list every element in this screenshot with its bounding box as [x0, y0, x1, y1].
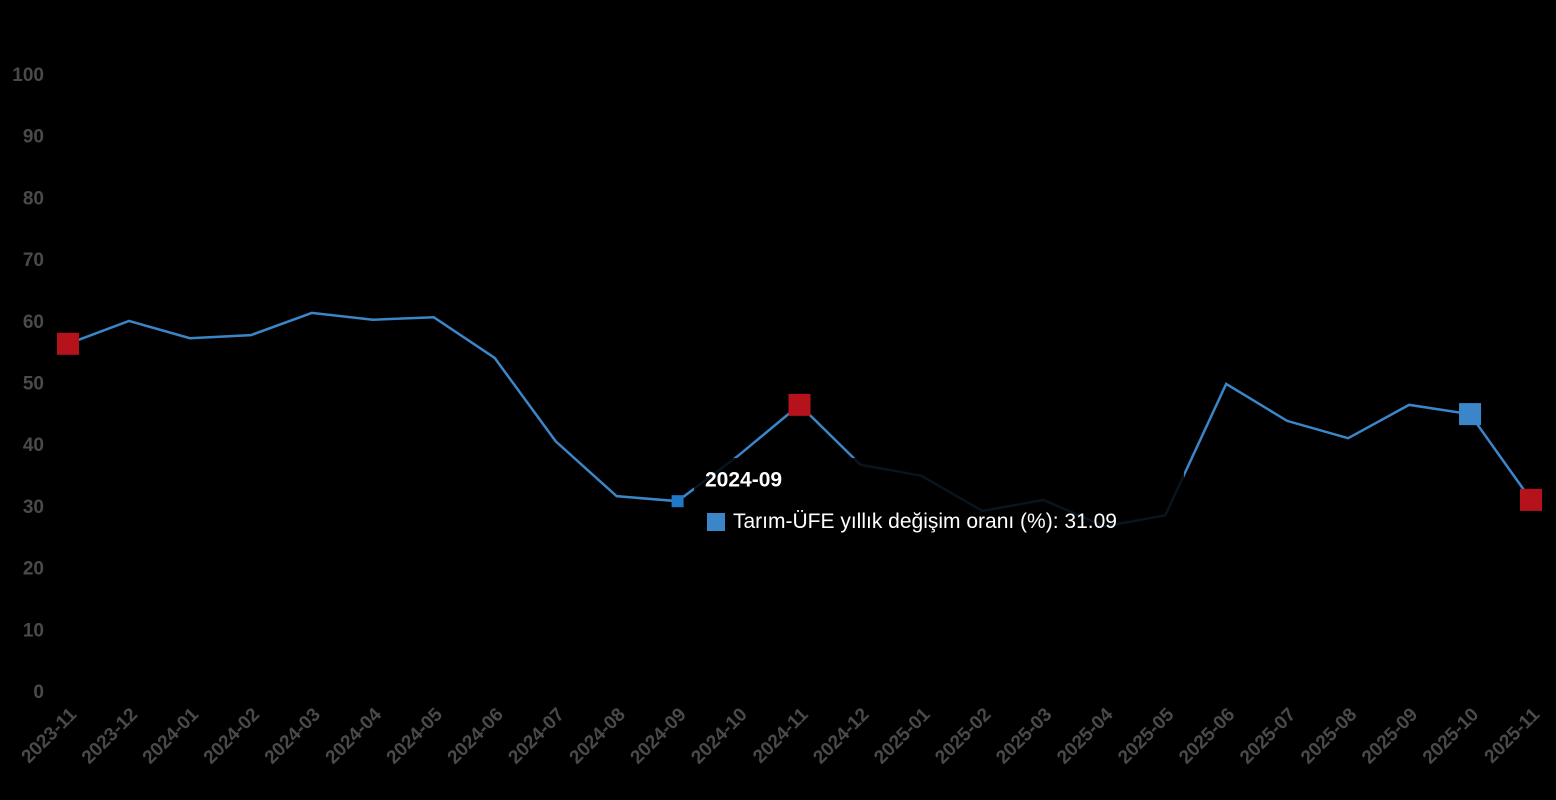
x-tick-label: 2024-04: [322, 704, 386, 768]
y-tick-label: 50: [23, 374, 44, 395]
x-tick-label: 2024-03: [261, 704, 325, 768]
tooltip: 2024-09 Tarım-ÜFE yıllık değişim oranı (%…: [694, 458, 1184, 544]
x-tick-label: 2025-05: [1114, 704, 1178, 768]
x-tick-label: 2024-01: [139, 704, 203, 768]
tooltip-text: Tarım-ÜFE yıllık değişim oranı (%): 31.0…: [733, 510, 1117, 533]
y-tick-label: 90: [23, 127, 44, 148]
x-tick-label: 2024-02: [200, 704, 264, 768]
x-tick-label: 2025-07: [1236, 704, 1300, 768]
tooltip-swatch: [707, 513, 725, 531]
highlight-marker: [57, 332, 79, 355]
hover-marker: [671, 495, 684, 508]
x-tick-label: 2024-08: [566, 704, 630, 768]
y-tick-label: 10: [23, 620, 44, 641]
y-tick-label: 100: [12, 65, 44, 86]
tooltip-bg: [694, 458, 1184, 544]
highlight-marker: [1520, 488, 1542, 511]
x-tick-label: 2025-06: [1175, 704, 1239, 768]
tooltip-separator: :: [1053, 510, 1065, 533]
x-tick-label: 2024-06: [444, 704, 508, 768]
y-tick-label: 60: [23, 312, 44, 333]
x-tick-label: 2023-11: [18, 704, 82, 768]
x-tick-label: 2025-09: [1358, 704, 1422, 768]
x-tick-label: 2023-12: [78, 704, 142, 768]
x-tick-label: 2025-01: [870, 704, 934, 768]
y-tick-label: 80: [23, 188, 44, 209]
x-tick-label: 2025-10: [1419, 704, 1483, 768]
y-tick-label: 70: [23, 250, 44, 271]
tooltip-series-name: Tarım-ÜFE yıllık değişim oranı (%): [733, 510, 1053, 533]
tooltip-title: 2024-09: [705, 469, 782, 492]
x-tick-label: 2025-04: [1053, 704, 1117, 768]
highlight-marker: [788, 393, 811, 416]
y-tick-label: 40: [23, 435, 44, 456]
y-tick-label: 0: [33, 682, 44, 703]
tooltip-value: 31.09: [1064, 510, 1117, 533]
x-tick-label: 2024-12: [809, 704, 873, 768]
y-tick-label: 30: [23, 497, 44, 518]
x-tick-label: 2024-09: [627, 704, 691, 768]
x-tick-label: 2025-11: [1481, 704, 1545, 768]
x-tick-label: 2024-10: [687, 704, 751, 768]
highlight-marker: [1459, 403, 1482, 426]
x-tick-label: 2024-05: [383, 704, 447, 768]
x-tick-label: 2025-03: [992, 704, 1056, 768]
x-tick-label: 2024-07: [505, 704, 569, 768]
x-tick-label: 2025-08: [1297, 704, 1361, 768]
y-tick-label: 20: [23, 559, 44, 580]
x-tick-label: 2025-02: [931, 704, 995, 768]
x-tick-label: 2024-11: [749, 704, 813, 768]
